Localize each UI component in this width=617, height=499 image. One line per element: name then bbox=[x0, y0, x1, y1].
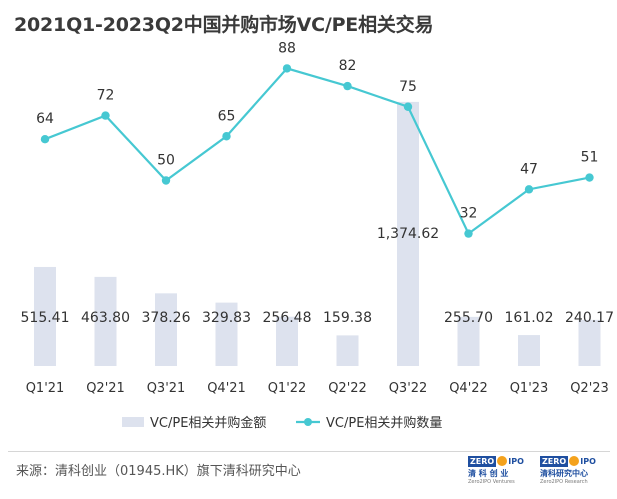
footer-divider bbox=[8, 451, 610, 452]
x-axis-tick-labels: Q1'21 Q2'21 Q3'21 Q4'21 Q1'22 Q2'22 Q3'22 Q4'22… bbox=[26, 381, 609, 396]
x-tick-label: Q2'22 bbox=[328, 381, 367, 396]
bar-data-label: 255.70 bbox=[444, 310, 493, 326]
zero2ipo-ventures-logo: ZERO IPO 清 科 创 业 Zero2IPO Ventures bbox=[468, 455, 524, 485]
line-point bbox=[403, 102, 413, 111]
chart-title: 2021Q1-2023Q2中国并购市场VC/PE相关交易 bbox=[14, 14, 434, 36]
line-series bbox=[40, 64, 594, 238]
bar-data-label: 240.17 bbox=[565, 310, 614, 326]
x-tick-label: Q3'21 bbox=[147, 381, 186, 396]
bar bbox=[276, 316, 298, 366]
bar bbox=[94, 276, 117, 366]
line-point bbox=[222, 132, 231, 141]
x-tick-label: Q2'21 bbox=[86, 381, 125, 396]
x-tick-label: Q1'21 bbox=[26, 381, 65, 396]
bar-data-label: 161.02 bbox=[505, 310, 554, 326]
legend: VC/PE相关并购金额 VC/PE相关并购数量 bbox=[122, 415, 442, 431]
legend-line-marker bbox=[304, 418, 312, 426]
x-tick-label: Q3'22 bbox=[389, 381, 428, 396]
bar-data-label: 1,374.62 bbox=[377, 226, 439, 242]
line-point bbox=[40, 135, 50, 144]
line-data-label: 72 bbox=[97, 88, 115, 104]
legend-line-label: VC/PE相关并购数量 bbox=[326, 415, 442, 431]
x-tick-label: Q4'21 bbox=[207, 381, 246, 396]
line-data-label: 82 bbox=[339, 58, 357, 74]
line-point bbox=[585, 173, 594, 182]
legend-bar-label: VC/PE相关并购金额 bbox=[150, 415, 266, 431]
bar-labels: 515.41 463.80 378.26 329.83 256.48 159.38 1,37… bbox=[21, 226, 615, 326]
chart: 515.41 463.80 378.26 329.83 256.48 159.38 1,37… bbox=[21, 40, 615, 431]
bar-data-label: 378.26 bbox=[142, 310, 191, 326]
x-tick-label: Q4'22 bbox=[449, 381, 488, 396]
line-data-label: 50 bbox=[157, 153, 175, 169]
line-data-label: 51 bbox=[581, 150, 599, 166]
line-data-label: 32 bbox=[460, 206, 478, 222]
line-point bbox=[161, 176, 171, 185]
bar-data-label: 515.41 bbox=[21, 310, 70, 326]
line-data-label: 47 bbox=[520, 161, 538, 177]
line-point bbox=[524, 185, 534, 194]
line-path bbox=[44, 67, 590, 236]
line-point bbox=[101, 111, 110, 120]
bar bbox=[518, 335, 540, 366]
x-tick-label: Q2'23 bbox=[570, 381, 609, 396]
logo-mark-icon bbox=[497, 456, 508, 466]
bar-series bbox=[34, 101, 601, 366]
bar-data-label: 463.80 bbox=[81, 310, 130, 326]
bar bbox=[336, 335, 359, 366]
bar bbox=[215, 302, 238, 366]
line-point bbox=[282, 64, 292, 73]
bar bbox=[155, 293, 177, 366]
x-tick-label: Q1'22 bbox=[268, 381, 307, 396]
bar bbox=[578, 319, 601, 366]
bar-data-label: 159.38 bbox=[323, 310, 372, 326]
line-data-label: 65 bbox=[218, 108, 236, 124]
line-point bbox=[343, 81, 352, 91]
bar-data-label: 256.48 bbox=[263, 310, 312, 326]
line-labels: 64 72 50 65 88 82 75 32 47 51 bbox=[36, 40, 598, 221]
legend-bar-swatch bbox=[122, 417, 144, 427]
source-note: 来源：清科创业（01945.HK）旗下清科研究中心 bbox=[16, 464, 301, 479]
x-tick-label: Q1'23 bbox=[510, 381, 549, 396]
bar bbox=[397, 101, 419, 366]
line-point bbox=[464, 229, 473, 238]
line-data-label: 64 bbox=[36, 111, 54, 127]
line-data-label: 75 bbox=[399, 79, 417, 95]
bar bbox=[457, 316, 480, 366]
line-data-label: 88 bbox=[278, 40, 296, 56]
zero2ipo-research-logo: ZERO IPO 清科研究中心 Zero2IPO Research bbox=[540, 455, 596, 485]
bar-data-label: 329.83 bbox=[202, 310, 251, 326]
bar bbox=[34, 266, 56, 366]
logo-mark-icon bbox=[569, 456, 580, 466]
